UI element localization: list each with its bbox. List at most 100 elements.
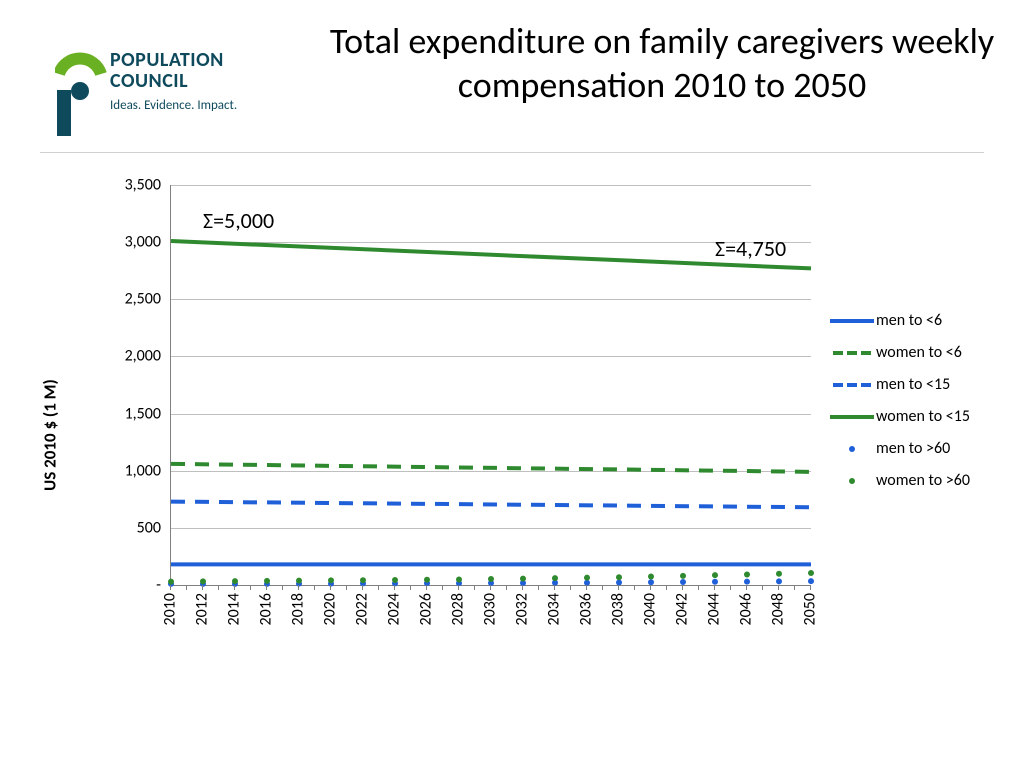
x-tickmark [634,585,635,590]
x-tickmark [250,585,251,590]
y-tick-label: 3,500 [125,176,171,195]
x-tickmark [570,585,571,590]
x-tick-label: 2030 [481,593,500,625]
page-title: Total expenditure on family caregivers w… [300,20,1024,108]
legend-label: men to >60 [876,433,950,465]
legend-label: women to >60 [876,465,970,497]
legend-swatch [830,311,874,331]
legend-label: women to <15 [876,401,970,433]
header: POPULATION COUNCIL Ideas. Evidence. Impa… [0,10,1024,150]
x-tickmark [522,585,523,590]
x-tickmark [234,585,235,590]
legend-label: men to <15 [876,369,950,401]
x-tickmark [778,585,779,590]
x-tick-label: 2046 [737,593,756,625]
y-tick-label: 500 [137,518,171,537]
x-tickmark [298,585,299,590]
x-tick-label: 2010 [161,593,180,625]
x-tickmark [794,585,795,590]
x-tickmark [394,585,395,590]
legend-item: women to <15 [830,401,970,433]
x-tickmark [202,585,203,590]
logo-name-1: POPULATION [110,50,237,71]
x-tick-label: 2038 [609,593,628,625]
x-tickmark [586,585,587,590]
legend-item: men to >60 [830,433,970,465]
x-tick-label: 2012 [193,593,212,625]
x-tickmark [682,585,683,590]
x-tick-label: 2032 [513,593,532,625]
x-tickmark [426,585,427,590]
x-tickmark [282,585,283,590]
x-tickmark [554,585,555,590]
x-tickmark [314,585,315,590]
legend-swatch [830,407,874,427]
x-tick-label: 2034 [545,593,564,625]
x-tick-label: 2036 [577,593,596,625]
legend: men to <6women to <6men to <15women to <… [830,305,970,497]
x-tick-label: 2050 [801,593,820,625]
x-tickmark [458,585,459,590]
logo: POPULATION COUNCIL Ideas. Evidence. Impa… [55,50,255,140]
legend-swatch [830,439,874,459]
legend-swatch [830,375,874,395]
x-tickmark [218,585,219,590]
x-tickmark [810,585,811,590]
x-tickmark [666,585,667,590]
divider [40,152,984,153]
x-tickmark [266,585,267,590]
x-tick-label: 2044 [705,593,724,625]
x-tick-label: 2042 [673,593,692,625]
x-tickmark [378,585,379,590]
chart: US 2010 $ (1 M) -5001,0001,5002,0002,500… [60,175,990,695]
x-axis-ticks: 2010201220142016201820202022202420262028… [170,589,810,679]
x-tickmark [602,585,603,590]
y-tick-label: 2,500 [125,290,171,309]
x-tick-label: 2018 [289,593,308,625]
x-tickmark [506,585,507,590]
legend-swatch [830,471,874,491]
legend-item: women to <6 [830,337,970,369]
x-tick-label: 2026 [417,593,436,625]
x-tickmark [746,585,747,590]
x-tickmark [730,585,731,590]
logo-name-2: COUNCIL [110,71,237,92]
logo-text: POPULATION COUNCIL Ideas. Evidence. Impa… [110,50,237,113]
legend-label: men to <6 [876,305,942,337]
x-tickmark [186,585,187,590]
x-tickmark [474,585,475,590]
slide: POPULATION COUNCIL Ideas. Evidence. Impa… [0,0,1024,768]
legend-swatch [830,343,874,363]
x-tick-label: 2020 [321,593,340,625]
x-tickmark [650,585,651,590]
x-tickmark [346,585,347,590]
legend-label: women to <6 [876,337,962,369]
x-tick-label: 2016 [257,593,276,625]
x-tick-label: 2028 [449,593,468,625]
y-tick-label: 2,000 [125,347,171,366]
plot-area: -5001,0001,5002,0002,5003,0003,500Σ=5,00… [170,185,811,586]
x-tickmark [330,585,331,590]
x-tickmark [442,585,443,590]
x-tick-label: 2022 [353,593,372,625]
x-tickmark [698,585,699,590]
y-tick-label: 3,000 [125,233,171,252]
y-tick-label: 1,500 [125,404,171,423]
x-tick-label: 2024 [385,593,404,625]
x-tickmark [410,585,411,590]
legend-item: men to <6 [830,305,970,337]
logo-tagline: Ideas. Evidence. Impact. [110,98,237,113]
x-tick-label: 2040 [641,593,660,625]
x-tickmark [618,585,619,590]
annotation: Σ=5,000 [203,207,274,234]
annotation: Σ=4,750 [715,235,786,262]
x-tickmark [362,585,363,590]
x-tick-label: 2014 [225,593,244,625]
x-tickmark [490,585,491,590]
y-tick-label: 1,000 [125,461,171,480]
legend-item: women to >60 [830,465,970,497]
x-tickmark [170,585,171,590]
x-tickmark [538,585,539,590]
x-tickmark [762,585,763,590]
y-axis-label: US 2010 $ (1 M) [40,379,61,491]
